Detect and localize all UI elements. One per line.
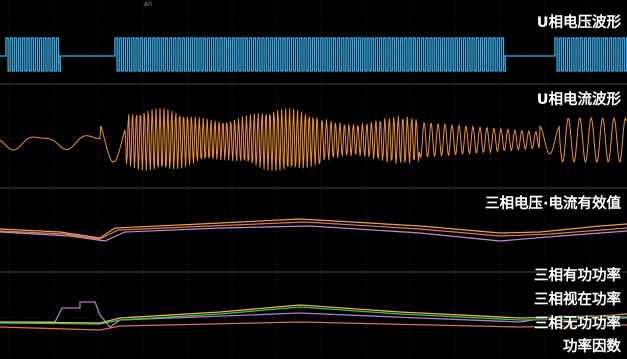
power-trend-lines [0, 301, 627, 331]
top-marker: A0 [144, 1, 152, 8]
power-trend-line [0, 306, 627, 325]
u-voltage-waveform [0, 37, 627, 72]
reactive-power-label: 三相无功功率 [534, 316, 621, 332]
rms-trend-line [0, 218, 627, 239]
u-voltage-label: U相电压波形 [536, 15, 621, 31]
u-voltage-trace [0, 37, 627, 72]
power-trend-line [0, 301, 627, 328]
u-current-label: U相电流波形 [536, 92, 621, 108]
active-power-label: 三相有功功率 [534, 268, 621, 284]
power-factor-label: 功率因数 [563, 339, 621, 355]
power-trend-line [0, 321, 627, 331]
u-current-trace [0, 108, 627, 172]
rms-label: 三相电压·电流有效值 [484, 196, 621, 212]
power-trend-line [0, 304, 627, 324]
rms-trend-lines [0, 218, 627, 242]
rms-trend-line [0, 225, 627, 242]
rms-trend-line [0, 221, 627, 240]
apparent-power-label: 三相视在功率 [534, 292, 621, 308]
u-current-waveform [0, 108, 627, 172]
